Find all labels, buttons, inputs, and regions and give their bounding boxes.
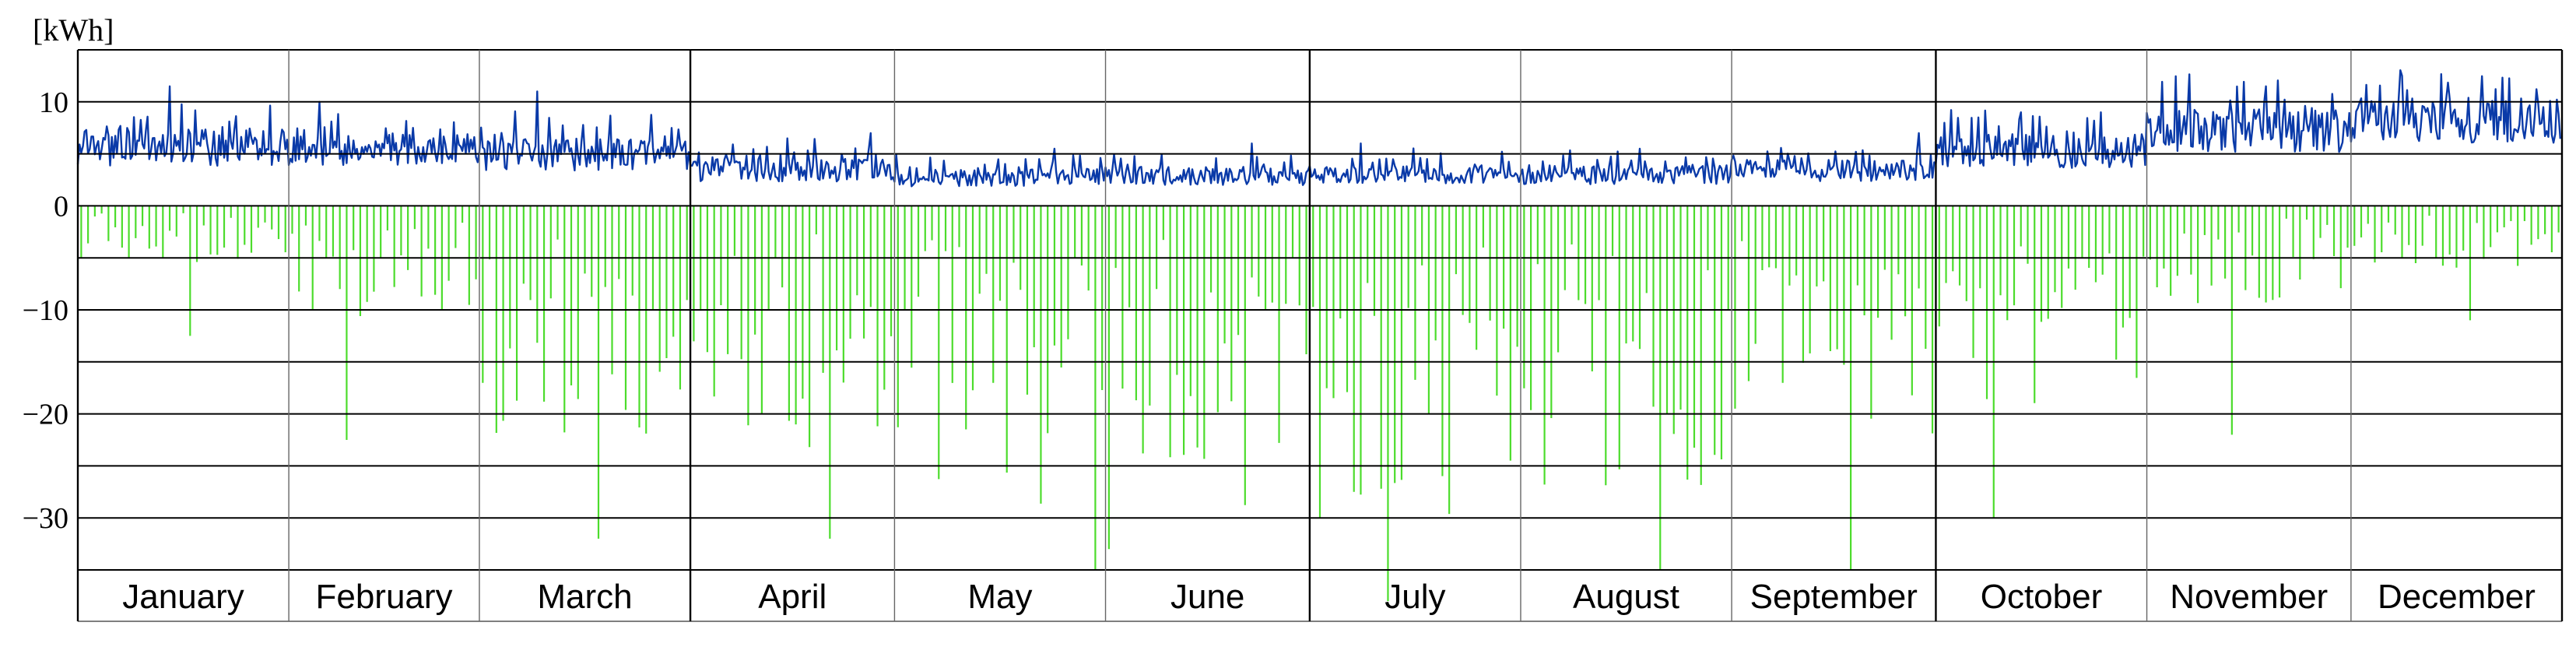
month-label: June: [1170, 578, 1244, 616]
y-tick-label: −20: [23, 399, 68, 431]
y-tick-label: −10: [23, 294, 68, 327]
grid-lines: [76, 49, 2564, 622]
month-label: July: [1385, 578, 1445, 616]
y-tick-label: −30: [23, 502, 68, 535]
month-label: March: [537, 578, 632, 616]
month-label: August: [1573, 578, 1679, 616]
month-label: May: [967, 578, 1032, 616]
month-label: January: [122, 578, 244, 616]
y-tick-label: 0: [54, 190, 68, 223]
month-label: October: [1981, 578, 2103, 616]
month-label: February: [315, 578, 452, 616]
generation-bars: [80, 206, 2560, 602]
axis-labels: 10 0 −10 −20 −30 January February March April May…: [23, 86, 2536, 616]
y-axis-unit: [kWh]: [33, 12, 114, 47]
y-tick-label: 10: [39, 86, 68, 119]
month-label: September: [1750, 578, 1918, 616]
month-label: April: [758, 578, 826, 616]
month-label: November: [2170, 578, 2328, 616]
month-label: December: [2378, 578, 2536, 616]
